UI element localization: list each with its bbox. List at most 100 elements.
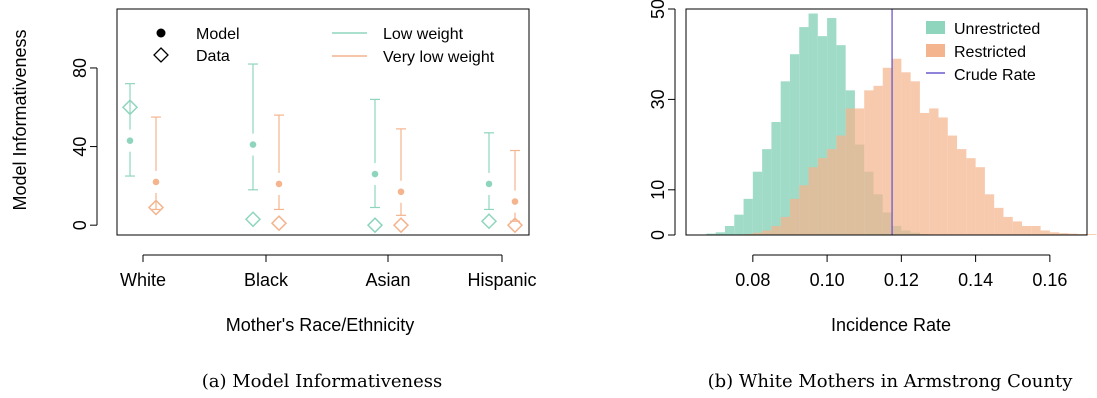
bar-unrestricted-7 (771, 122, 781, 235)
panel-a-legend: Model Data Low weight Very low weight (153, 26, 495, 66)
bar-restricted-17 (864, 90, 874, 235)
panel-b-histogram-bars (706, 13, 1097, 236)
bar-restricted-22 (910, 81, 920, 235)
bar-restricted-9 (789, 198, 800, 235)
errorbar-very-low-weight-asian (392, 128, 410, 234)
bar-restricted-19 (882, 67, 893, 235)
panel-a-marks (121, 63, 524, 234)
model-point-low-weight-white (126, 137, 134, 144)
bar-unrestricted-4 (743, 198, 753, 235)
bar-restricted-13 (827, 149, 837, 235)
bar-restricted-11 (808, 167, 818, 235)
bar-restricted-10 (799, 185, 809, 235)
legend-unrestricted-label: Unrestricted (954, 21, 1040, 38)
data-point-very-low-weight-hispanic (506, 217, 524, 234)
errorbar-very-low-weight-hispanic (506, 149, 524, 234)
bar-restricted-39 (1068, 233, 1078, 235)
panel-a-x-axis: White Black Asian Hispanic (120, 254, 537, 290)
bar-restricted-36 (1040, 230, 1050, 235)
bar-restricted-16 (854, 108, 865, 235)
x-tick-label-asian: Asian (365, 270, 410, 290)
bar-unrestricted-12 (817, 36, 828, 236)
bar-restricted-27 (957, 149, 967, 235)
bar-restricted-7 (771, 225, 781, 235)
bar-unrestricted-3 (734, 214, 744, 235)
legend-model-dot-icon (156, 28, 166, 38)
bar-restricted-32 (1003, 216, 1013, 235)
bar-restricted-15 (845, 108, 855, 235)
b-x-tick-label-0.10: 0.10 (810, 270, 845, 290)
panel-a-y-axis: 0 40 80 (70, 58, 98, 230)
x-tick-label-white: White (120, 270, 166, 290)
model-point-low-weight-hispanic (485, 180, 493, 188)
bar-restricted-12 (817, 158, 828, 235)
bar-restricted-14 (836, 135, 846, 235)
legend-very-low-weight-label: Very low weight (383, 49, 495, 66)
model-point-very-low-weight-hispanic (511, 198, 519, 205)
legend-restricted-swatch-icon (926, 44, 945, 57)
bar-restricted-26 (947, 135, 958, 235)
panel-a-plot-area (116, 8, 530, 236)
bar-restricted-18 (873, 85, 883, 235)
bar-restricted-8 (780, 216, 790, 235)
b-x-tick-label-0.16: 0.16 (1032, 270, 1067, 290)
x-tick-label-black: Black (244, 270, 289, 290)
bar-restricted-20 (892, 58, 902, 235)
errorbar-low-weight-hispanic (480, 132, 498, 230)
data-point-low-weight-black (244, 211, 262, 228)
errorbar-very-low-weight-white (147, 116, 165, 216)
b-x-tick-label-0.12: 0.12 (884, 270, 919, 290)
panel-a-x-label: Mother's Race/Ethnicity (226, 315, 415, 335)
bar-restricted-23 (919, 112, 930, 235)
model-point-low-weight-black (249, 141, 257, 148)
panel-a: 0 40 80 White Black Asian Hispanic Model Info… (10, 8, 537, 392)
bar-unrestricted-1 (715, 232, 725, 235)
panel-b-y-axis: 0 10 30 50 (648, 0, 676, 240)
legend-data-label: Data (196, 48, 230, 65)
model-point-very-low-weight-asian (397, 188, 405, 196)
bar-restricted-31 (994, 207, 1004, 235)
bar-unrestricted-9 (789, 54, 800, 236)
bar-unrestricted-13 (827, 18, 837, 235)
errorbar-very-low-weight-black (270, 114, 288, 232)
bar-unrestricted-2 (724, 225, 735, 235)
bar-restricted-41 (1087, 234, 1097, 235)
legend-crude-rate-label: Crude Rate (954, 67, 1036, 84)
legend-unrestricted-swatch-icon (926, 21, 945, 34)
bar-unrestricted-0 (706, 233, 716, 235)
model-point-low-weight-asian (371, 170, 379, 178)
errorbar-low-weight-black (244, 63, 262, 228)
errorbar-low-weight-asian (366, 98, 384, 234)
panel-b-legend: Unrestricted Restricted Crude Rate (926, 21, 1040, 84)
bar-restricted-6 (762, 230, 772, 235)
data-point-low-weight-white (121, 99, 139, 116)
bar-restricted-21 (901, 72, 911, 235)
bar-restricted-24 (929, 108, 939, 235)
legend-restricted-label: Restricted (954, 44, 1026, 61)
b-y-tick-label-0: 0 (648, 230, 668, 240)
bar-restricted-28 (966, 158, 976, 235)
model-point-very-low-weight-white (152, 178, 160, 186)
bar-unrestricted-6 (762, 149, 772, 235)
panel-b-caption: (b) White Mothers in Armstrong County (708, 371, 1074, 392)
bar-restricted-34 (1022, 225, 1032, 235)
bar-restricted-5 (752, 232, 763, 235)
y-tick-label-40: 40 (70, 137, 90, 157)
bar-restricted-30 (984, 194, 995, 235)
b-y-tick-label-30: 30 (648, 89, 668, 109)
x-tick-label-hispanic: Hispanic (467, 270, 536, 290)
bar-restricted-38 (1059, 233, 1069, 235)
legend-low-weight-label: Low weight (383, 26, 464, 43)
legend-model-label: Model (196, 26, 240, 43)
bar-unrestricted-11 (808, 13, 818, 235)
bar-unrestricted-10 (799, 27, 809, 235)
legend-data-diamond-icon (153, 47, 169, 63)
b-y-tick-label-10: 10 (648, 180, 668, 200)
b-y-tick-label-50: 50 (648, 0, 668, 19)
data-point-very-low-weight-white (147, 199, 165, 216)
bar-unrestricted-5 (752, 171, 763, 235)
data-point-low-weight-hispanic (480, 213, 498, 230)
b-x-tick-label-0.08: 0.08 (735, 270, 770, 290)
bar-restricted-29 (975, 167, 985, 235)
